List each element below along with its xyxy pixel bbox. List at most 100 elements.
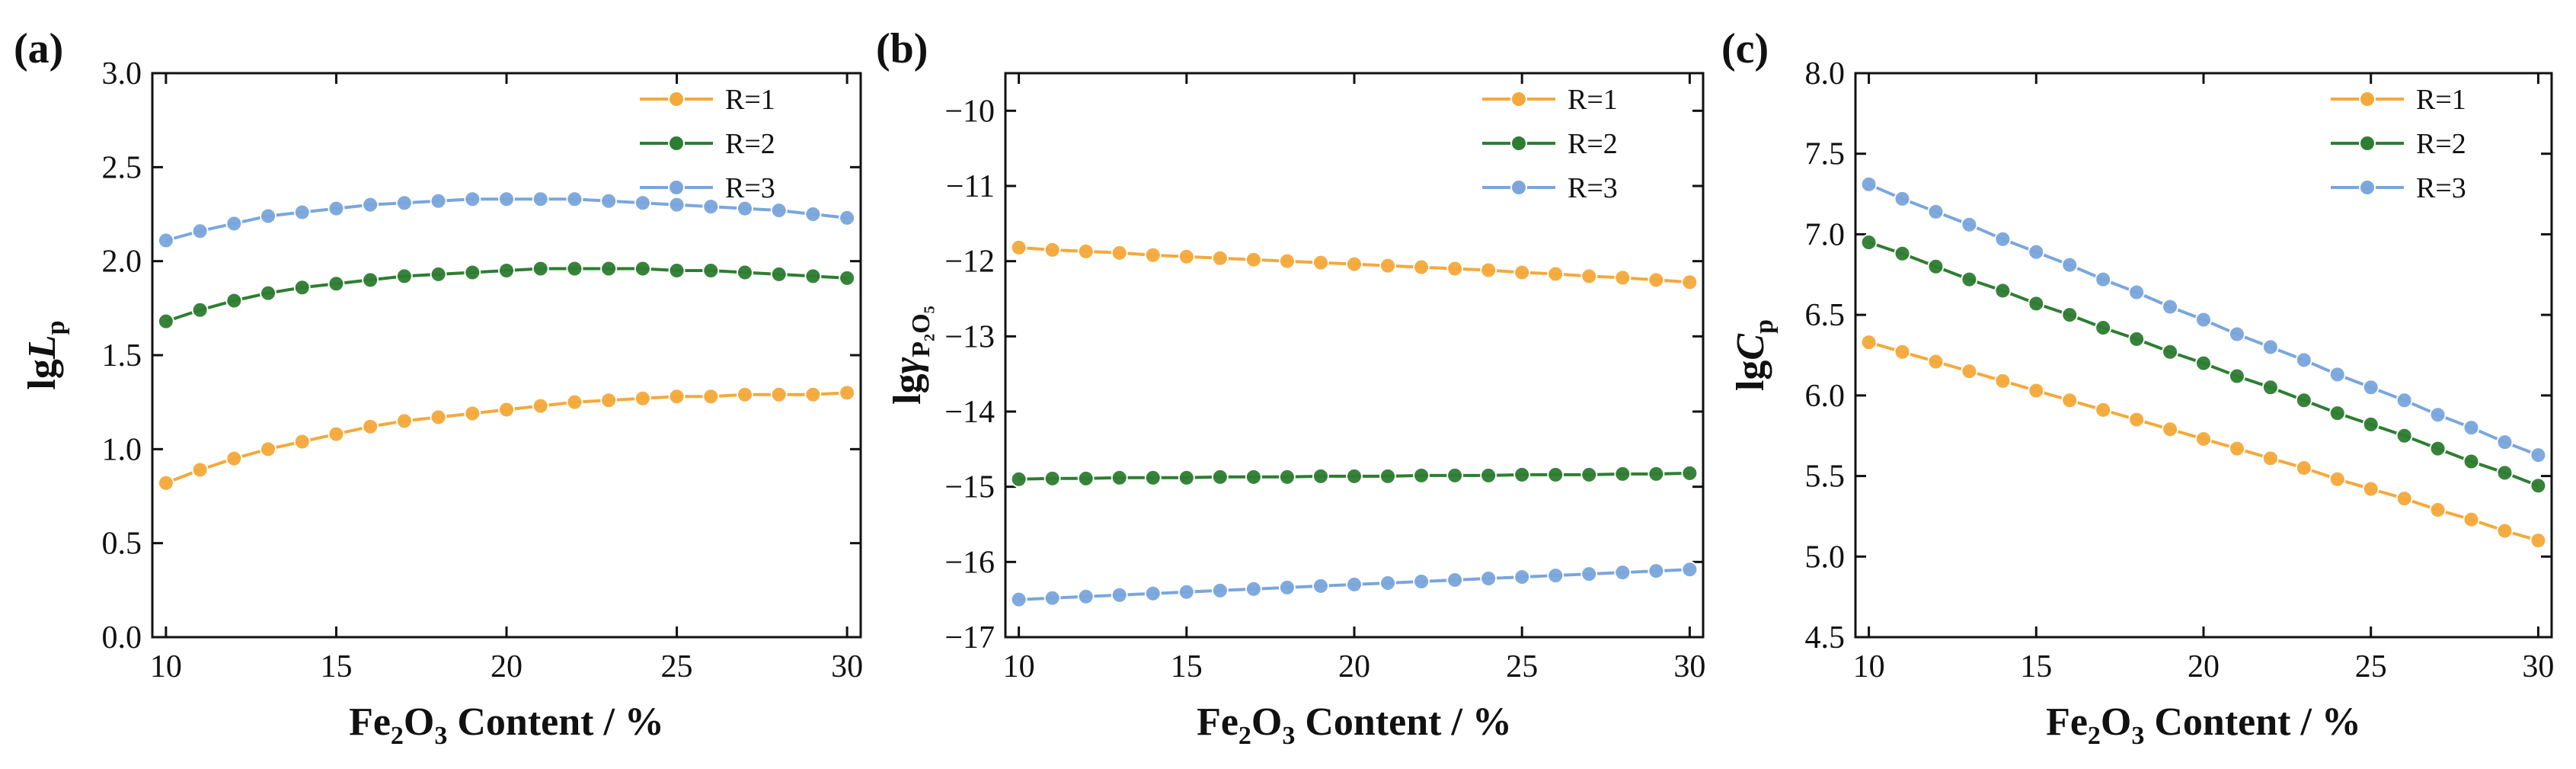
y-tick-label: 5.0: [1805, 540, 1846, 575]
x-tick-label: 20: [2188, 649, 2220, 684]
data-point: [328, 275, 345, 293]
data-point: [260, 284, 277, 302]
data-point: [2195, 354, 2212, 372]
data-point: [362, 418, 379, 435]
x-tick-label: 25: [1506, 649, 1538, 684]
data-point: [1312, 467, 1329, 485]
data-point: [1077, 588, 1095, 605]
legend-marker: [2359, 179, 2376, 196]
x-tick-label: 20: [491, 649, 523, 684]
legend-marker: [668, 179, 685, 196]
data-point: [668, 196, 686, 213]
data-point: [293, 279, 311, 296]
data-point: [1927, 353, 1945, 370]
data-point: [2162, 421, 2179, 438]
data-point: [1994, 282, 2012, 300]
data-point: [1379, 574, 1397, 591]
data-point: [1446, 572, 1464, 589]
data-point: [2028, 382, 2045, 399]
data-point: [2328, 470, 2346, 488]
data-point: [634, 389, 651, 407]
legend-label: R=2: [2416, 128, 2466, 160]
data-point: [395, 268, 413, 285]
data-point: [566, 260, 583, 277]
data-point: [2328, 405, 2346, 422]
data-point: [1480, 466, 1497, 484]
data-point: [1614, 269, 1632, 287]
data-point: [2362, 480, 2379, 498]
legend-label: R=1: [1568, 84, 1618, 116]
data-point: [191, 301, 209, 319]
data-point: [1044, 241, 1061, 258]
data-point: [1178, 583, 1195, 601]
data-point: [702, 388, 720, 405]
data-point: [2463, 419, 2480, 437]
data-point: [1111, 244, 1128, 261]
data-point: [225, 215, 243, 232]
legend-label: R=3: [2416, 172, 2466, 204]
y-tick-label: −12: [944, 245, 995, 280]
y-tick-label: −16: [944, 545, 995, 580]
data-point: [1547, 265, 1564, 283]
data-point: [1894, 190, 1911, 207]
data-point: [1413, 258, 1430, 276]
data-point: [804, 386, 822, 403]
data-point: [1077, 242, 1095, 260]
data-point: [1681, 274, 1699, 291]
data-point: [668, 388, 686, 405]
data-point: [736, 386, 753, 403]
legend-marker: [1510, 135, 1527, 152]
data-point: [1379, 467, 1397, 485]
panel-letter: (b): [876, 25, 928, 72]
data-point: [191, 461, 209, 479]
data-point: [1379, 257, 1397, 274]
x-axis-title: Fe2O3 Content / %: [349, 700, 664, 750]
data-point: [736, 200, 753, 217]
data-point: [2128, 284, 2146, 301]
data-point: [498, 262, 515, 279]
data-point: [702, 198, 720, 216]
data-point: [1144, 585, 1162, 602]
data-point: [1245, 468, 1262, 485]
y-tick-label: 1.0: [102, 432, 142, 467]
data-point: [1010, 591, 1028, 608]
data-point: [2228, 367, 2245, 385]
data-point: [1144, 469, 1162, 486]
data-point: [1346, 575, 1363, 593]
data-point: [532, 191, 549, 208]
data-point: [2261, 338, 2279, 356]
y-tick-label: −10: [944, 94, 995, 129]
data-point: [1312, 254, 1329, 271]
data-point: [260, 441, 277, 458]
chart-panel-1: 10 15 20 25 30 0.0 0.5 1.0 1.5 2.0 2.5 3.0 R=1 R=2 R=3…: [14, 25, 863, 750]
data-point: [634, 194, 651, 212]
data-point: [157, 474, 174, 492]
data-point: [260, 207, 277, 225]
legend-marker: [1510, 91, 1527, 107]
data-point: [839, 269, 856, 287]
data-point: [1927, 258, 1945, 275]
y-axis-title: lgCp: [1729, 319, 1779, 391]
legend-marker: [668, 91, 685, 107]
y-axis-title: lgLp: [21, 320, 70, 389]
data-point: [225, 292, 243, 309]
panel-letter: (c): [1721, 25, 1769, 72]
data-point: [1681, 561, 1699, 578]
data-point: [1245, 251, 1262, 268]
data-point: [2128, 411, 2146, 428]
data-point: [1580, 566, 1598, 583]
data-point: [1278, 252, 1296, 270]
data-point: [1513, 569, 1531, 586]
data-point: [1111, 469, 1128, 486]
data-point: [1044, 469, 1061, 487]
data-point: [532, 397, 549, 415]
legend-label: R=1: [725, 84, 775, 116]
data-point: [2028, 295, 2045, 312]
chart-panel-3: 10 15 20 25 30 4.5 5.0 5.5 6.0 6.5 7.0 7.5 8.0 R=1 R=2…: [1721, 25, 2554, 750]
data-point: [1413, 572, 1430, 590]
y-tick-label: −17: [944, 620, 995, 655]
data-point: [839, 209, 856, 226]
data-point: [1010, 239, 1028, 256]
data-point: [1346, 467, 1363, 485]
